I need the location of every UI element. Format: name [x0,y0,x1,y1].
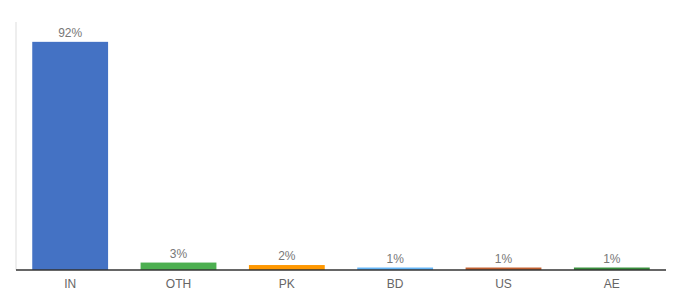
chart-container: IN OTH PK BD US AE 92% 3% 2% 1% 1% 1% [0,0,680,300]
x-tick-label: IN [64,277,76,291]
data-label: 1% [495,252,513,266]
y-axis-line [16,22,17,270]
x-tick-label: AE [604,277,620,291]
x-axis-line [16,269,666,271]
x-tick-label: OTH [166,277,191,291]
bars [32,42,650,270]
bar [141,263,217,270]
x-tick-label: US [495,277,512,291]
data-label: 2% [278,249,296,263]
chart: IN OTH PK BD US AE 92% 3% 2% 1% 1% 1% [0,0,680,300]
x-tick-label: PK [279,277,295,291]
x-tick-label: BD [387,277,404,291]
bar [32,42,108,270]
data-label: 92% [58,26,82,40]
data-label: 3% [170,247,188,261]
data-label: 1% [386,252,404,266]
data-label: 1% [603,252,621,266]
